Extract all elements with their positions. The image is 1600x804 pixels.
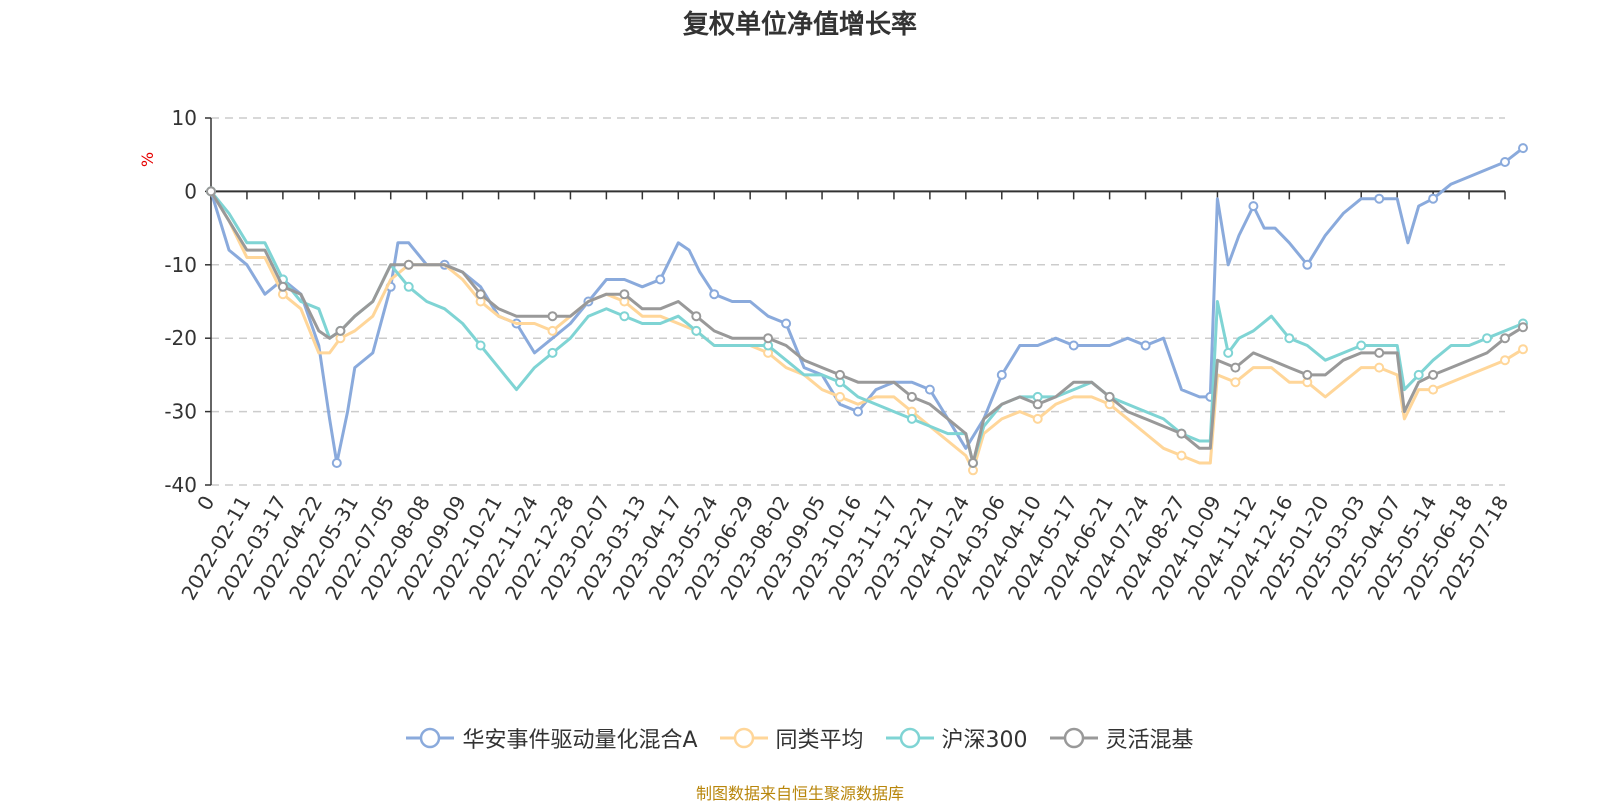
series-point	[1302, 369, 1313, 380]
series-lines	[206, 143, 1528, 476]
series-point	[1032, 413, 1043, 424]
series-point	[1518, 344, 1528, 355]
series-point	[1518, 143, 1528, 154]
series-point	[996, 369, 1007, 380]
chart-title: 复权单位净值增长率	[682, 10, 917, 40]
chart-legend: 华安事件驱动量化混合A 同类平均 沪深300 灵活混基	[0, 722, 1600, 754]
series-point	[1518, 322, 1528, 333]
series-3	[206, 186, 1528, 468]
series-point	[691, 325, 702, 336]
series-point	[835, 369, 845, 380]
series-point	[1140, 340, 1151, 351]
series-point	[1482, 333, 1492, 344]
y-tick-label: 10	[172, 106, 197, 130]
series-point	[547, 347, 558, 358]
series-point	[906, 391, 917, 402]
series-point	[547, 311, 558, 322]
legend-marker-icon	[719, 727, 768, 749]
series-point	[853, 406, 863, 417]
series-point	[547, 325, 558, 336]
y-tick-label: -30	[164, 400, 197, 424]
series-point	[1374, 362, 1385, 373]
series-point	[1413, 369, 1424, 380]
legend-label: 华安事件驱动量化混合A	[462, 728, 698, 753]
series-line	[209, 146, 1524, 465]
x-tick-labels: 02022-02-112022-03-172022-04-222022-05-3…	[176, 491, 1513, 604]
grid-lines	[211, 117, 1505, 486]
legend-item-2[interactable]: 沪深300	[885, 722, 1028, 754]
series-point	[1068, 340, 1079, 351]
series-point	[906, 413, 917, 424]
legend-item-3[interactable]: 灵活混基	[1049, 722, 1194, 754]
series-point	[277, 281, 288, 292]
series-point	[1248, 201, 1259, 212]
series-point	[1223, 347, 1234, 358]
legend-label: 沪深300	[941, 728, 1028, 753]
series-point	[619, 311, 630, 322]
series-point	[475, 289, 486, 300]
series-point	[403, 281, 414, 292]
series-point	[709, 289, 720, 300]
series-point	[331, 458, 342, 468]
series-point	[655, 274, 666, 285]
series-point	[1428, 384, 1439, 395]
series-point	[1104, 391, 1115, 402]
legend-marker-icon	[406, 727, 455, 749]
legend-item-0[interactable]: 华安事件驱动量化混合A	[406, 722, 698, 754]
series-point	[924, 384, 935, 395]
series-point	[403, 259, 414, 270]
series-point	[1230, 362, 1241, 373]
series-0	[206, 143, 1528, 468]
series-point	[1230, 377, 1241, 388]
legend-marker-icon	[885, 727, 934, 749]
series-point	[691, 311, 702, 322]
series-point	[1428, 193, 1439, 204]
legend-label: 灵活混基	[1105, 728, 1194, 753]
series-point	[1500, 333, 1510, 344]
series-point	[1500, 157, 1510, 167]
series-point	[1374, 347, 1385, 358]
series-point	[968, 458, 978, 468]
series-point	[475, 340, 486, 351]
legend-label: 同类平均	[775, 728, 864, 753]
series-point	[1302, 259, 1313, 270]
y-tick-label: 0	[184, 179, 197, 203]
series-point	[619, 289, 630, 300]
series-point	[1356, 340, 1367, 351]
series-point	[1500, 355, 1510, 366]
series-point	[781, 318, 792, 329]
legend-marker-icon	[1049, 727, 1098, 749]
series-point	[1284, 333, 1295, 344]
series-point	[335, 325, 346, 336]
legend-item-1[interactable]: 同类平均	[719, 722, 864, 754]
y-tick-labels: 10 0 -10 -20 -30 -40	[164, 106, 197, 497]
y-tick-label: -10	[164, 253, 197, 277]
series-point	[1428, 369, 1439, 380]
data-source-note: 制图数据来自恒生聚源数据库	[695, 784, 904, 803]
series-point	[1032, 399, 1043, 410]
series-point	[206, 186, 216, 197]
y-tick-label: -40	[164, 473, 197, 497]
axes	[205, 117, 1506, 486]
series-point	[1176, 450, 1187, 461]
series-point	[1176, 428, 1187, 439]
series-point	[763, 333, 774, 344]
series-point	[1374, 193, 1385, 204]
series-line	[209, 190, 1524, 465]
y-tick-label: -20	[164, 326, 197, 350]
series-point	[835, 391, 845, 402]
